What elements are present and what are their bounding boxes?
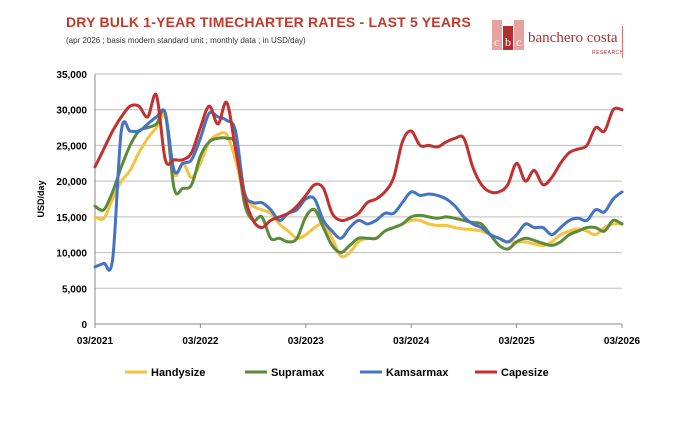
x-tick-label: 03/2022 bbox=[182, 336, 219, 347]
y-tick-label: 10,000 bbox=[56, 249, 87, 260]
y-tick-label: 20,000 bbox=[56, 177, 87, 188]
legend-label-handysize: Handysize bbox=[151, 367, 205, 379]
x-tick-label: 03/2026 bbox=[604, 336, 641, 347]
svg-text:c: c bbox=[516, 35, 521, 49]
y-tick-label: 30,000 bbox=[56, 106, 87, 117]
series-line-capesize bbox=[93, 92, 624, 230]
company-logo: c b c banchero costa RESEARCH bbox=[492, 16, 632, 62]
svg-text:b: b bbox=[505, 35, 511, 49]
y-tick-label: 0 bbox=[81, 320, 87, 331]
series-line-kamsarmax bbox=[93, 108, 624, 272]
legend-label-kamsarmax: Kamsarmax bbox=[386, 367, 449, 379]
x-tick-label: 03/2023 bbox=[288, 336, 325, 347]
y-axis-label: USD/day bbox=[36, 180, 46, 217]
y-tick-label: 25,000 bbox=[56, 141, 87, 152]
legend-label-capesize: Capesize bbox=[501, 367, 549, 379]
logo-divider bbox=[622, 26, 623, 58]
chart-title: DRY BULK 1-YEAR TIMECHARTER RATES - LAST… bbox=[66, 14, 472, 30]
x-tick-label: 03/2024 bbox=[393, 336, 430, 347]
x-tick-label: 03/2025 bbox=[499, 336, 536, 347]
series-line-supramax bbox=[93, 108, 624, 255]
logo-mark-icon: c b c bbox=[492, 20, 524, 50]
x-tick-label: 03/2021 bbox=[77, 336, 114, 347]
y-tick-label: 5,000 bbox=[62, 284, 87, 295]
chart-subtitle: (apr 2026 ; basis modern standard unit ;… bbox=[66, 36, 306, 45]
svg-text:c: c bbox=[494, 35, 499, 49]
y-tick-label: 35,000 bbox=[56, 70, 87, 81]
logo-sub: RESEARCH bbox=[592, 50, 624, 56]
y-tick-label: 15,000 bbox=[56, 213, 87, 224]
logo-name: banchero costa bbox=[528, 30, 618, 46]
legend-label-supramax: Supramax bbox=[271, 367, 325, 379]
